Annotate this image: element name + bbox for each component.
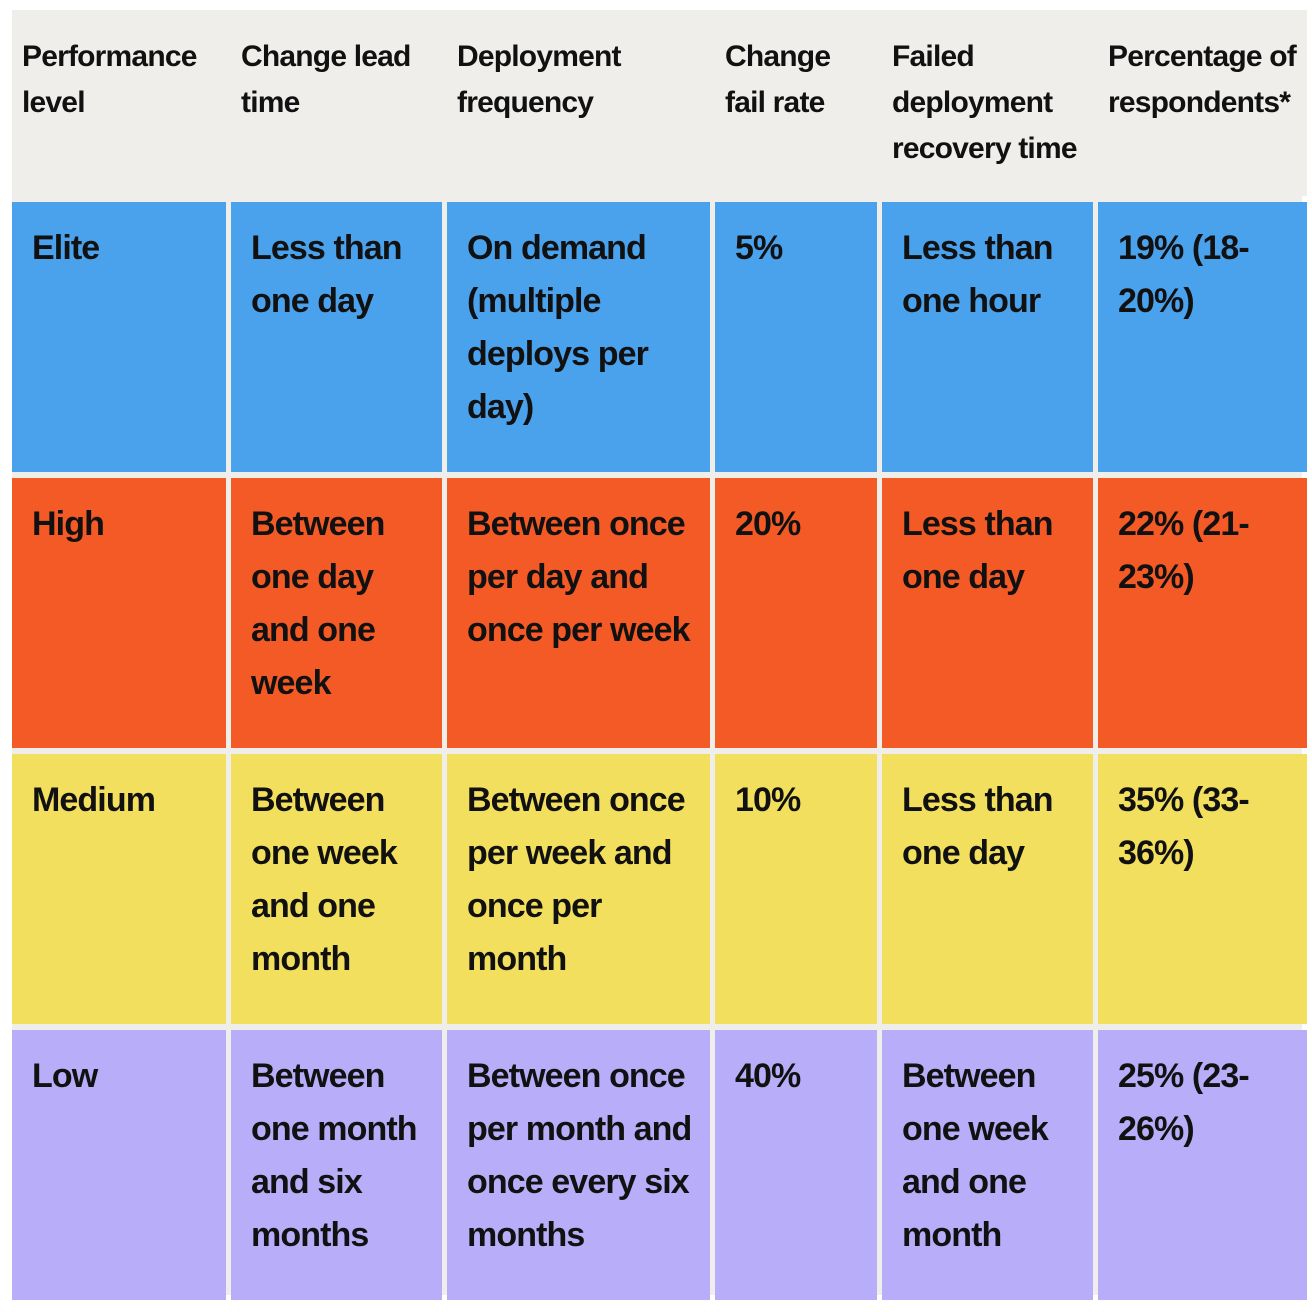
header-change-lead-time: Change lead time <box>231 10 442 196</box>
cell-low-recovery-time: Between one week and one month <box>882 1030 1093 1300</box>
cell-high-deploy-frequency: Between once per day and once per week <box>447 478 710 748</box>
cell-high-lead-time: Between one day and one week <box>231 478 442 748</box>
header-percentage-respondents: Percentage of respondents* <box>1098 10 1307 196</box>
cell-low-fail-rate: 40% <box>715 1030 877 1300</box>
cell-medium-lead-time: Between one week and one month <box>231 754 442 1024</box>
cell-medium-fail-rate: 10% <box>715 754 877 1024</box>
cell-elite-fail-rate: 5% <box>715 202 877 472</box>
cell-medium-deploy-frequency: Between once per week and once per month <box>447 754 710 1024</box>
header-performance-level: Performance level <box>12 10 226 196</box>
cell-elite-percentage: 19% (18-20%) <box>1098 202 1307 472</box>
cell-low-deploy-frequency: Between once per month and once every si… <box>447 1030 710 1300</box>
cell-elite-deploy-frequency: On demand (multiple deploys per day) <box>447 202 710 472</box>
cell-high-fail-rate: 20% <box>715 478 877 748</box>
header-deployment-frequency: Deployment frequency <box>447 10 710 196</box>
cell-medium-percentage: 35% (33-36%) <box>1098 754 1307 1024</box>
header-change-fail-rate: Change fail rate <box>715 10 877 196</box>
cell-elite-recovery-time: Less than one hour <box>882 202 1093 472</box>
cell-low-percentage: 25% (23-26%) <box>1098 1030 1307 1300</box>
cell-elite-lead-time: Less than one day <box>231 202 442 472</box>
cell-medium-level: Medium <box>12 754 226 1024</box>
cell-elite-level: Elite <box>12 202 226 472</box>
cell-high-level: High <box>12 478 226 748</box>
cell-medium-recovery-time: Less than one day <box>882 754 1093 1024</box>
cell-low-lead-time: Between one month and six months <box>231 1030 442 1300</box>
header-recovery-time: Failed deployment recovery time <box>882 10 1093 196</box>
cell-high-percentage: 22% (21-23%) <box>1098 478 1307 748</box>
cell-low-level: Low <box>12 1030 226 1300</box>
cell-high-recovery-time: Less than one day <box>882 478 1093 748</box>
performance-table: Performance level Change lead time Deplo… <box>12 10 1307 1300</box>
